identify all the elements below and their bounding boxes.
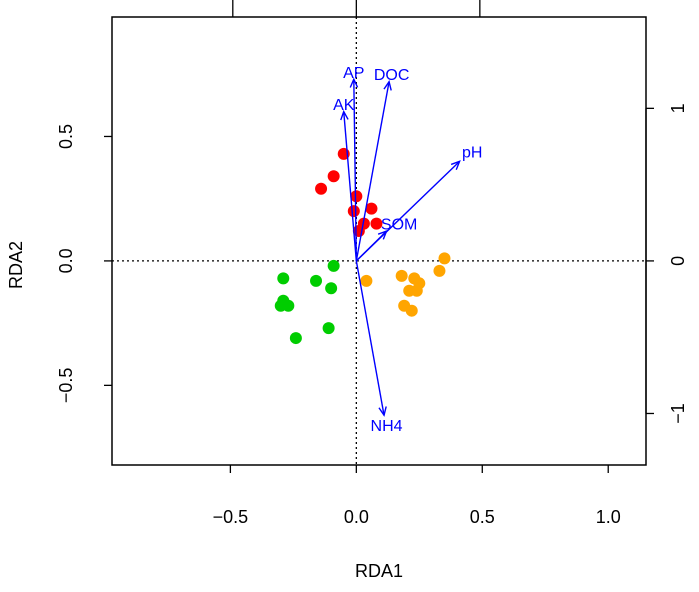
- arrow-label: SOM: [381, 217, 417, 234]
- data-point: [327, 259, 340, 272]
- y-tick-label: 0.5: [56, 124, 76, 149]
- x-tick-label: −0.5: [213, 507, 249, 527]
- data-point: [315, 182, 328, 195]
- arrow-line: [343, 111, 358, 261]
- data-point: [277, 272, 290, 285]
- arrow-line: [355, 230, 388, 262]
- right-axis-tick-label: −1: [668, 403, 688, 424]
- arrow-label: AP: [343, 65, 364, 82]
- arrow-line: [355, 260, 385, 416]
- data-point: [405, 304, 418, 317]
- x-axis-title: RDA1: [355, 561, 403, 581]
- y-tick-label: −0.5: [56, 368, 76, 404]
- arrow-head: [450, 160, 461, 170]
- data-point: [289, 332, 302, 345]
- y-axis-title: RDA2: [6, 241, 26, 289]
- data-point: [360, 274, 373, 287]
- data-point: [322, 322, 335, 335]
- data-point: [310, 274, 323, 287]
- arrow-line: [355, 81, 390, 262]
- y-tick-label: 0.0: [56, 248, 76, 273]
- x-tick-label: 1.0: [596, 507, 621, 527]
- arrow-label: DOC: [374, 67, 410, 84]
- arrow-label: pH: [462, 144, 482, 161]
- data-point: [395, 269, 408, 282]
- arrow-head: [378, 406, 387, 417]
- data-point: [327, 170, 340, 183]
- x-tick-label: 0.0: [344, 507, 369, 527]
- data-point: [282, 299, 295, 312]
- data-point: [325, 282, 338, 295]
- arrow-head: [383, 80, 392, 91]
- x-tick-label: 0.5: [470, 507, 495, 527]
- arrow-head: [349, 77, 359, 88]
- arrow-head: [340, 109, 349, 121]
- data-point: [347, 205, 360, 218]
- right-axis-tick-label: 1: [668, 103, 688, 113]
- data-point: [410, 284, 423, 297]
- arrow-label: AK: [333, 97, 355, 114]
- arrow-label: NH4: [371, 418, 403, 435]
- data-point: [370, 217, 383, 230]
- data-point: [350, 190, 363, 203]
- arrow-line: [353, 79, 358, 261]
- right-axis-tick-label: 0: [668, 256, 688, 266]
- data-point: [438, 252, 451, 265]
- arrow-head: [377, 229, 388, 240]
- data-point: [433, 264, 446, 277]
- data-point: [365, 202, 378, 215]
